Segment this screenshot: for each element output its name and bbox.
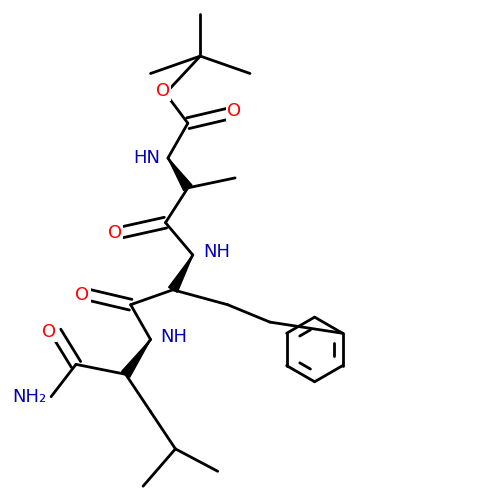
- Text: O: O: [76, 286, 90, 304]
- Polygon shape: [122, 340, 150, 377]
- Polygon shape: [168, 255, 193, 292]
- Text: O: O: [227, 102, 241, 120]
- Text: O: O: [42, 323, 56, 341]
- Text: NH: NH: [203, 244, 230, 262]
- Text: HN: HN: [134, 149, 160, 167]
- Text: O: O: [156, 82, 170, 100]
- Polygon shape: [168, 158, 192, 190]
- Text: O: O: [108, 224, 122, 242]
- Text: NH₂: NH₂: [12, 388, 46, 406]
- Text: NH: NH: [160, 328, 188, 346]
